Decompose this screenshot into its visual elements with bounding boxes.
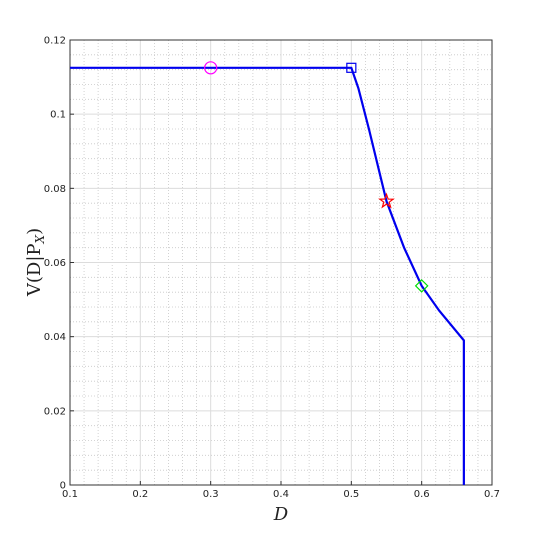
x-tick-label: 0.6 — [414, 489, 430, 500]
y-axis-label: V(D|PX) — [24, 228, 47, 297]
marker — [414, 279, 429, 293]
y-tick-label: 0.04 — [44, 332, 66, 343]
y-axis-label-main: V(D|P — [24, 243, 45, 297]
x-axis-label: D — [273, 504, 289, 525]
x-tick-label: 0.5 — [343, 489, 359, 500]
x-tick-label: 0.4 — [273, 489, 289, 500]
x-tick-label: 0.1 — [62, 489, 78, 500]
y-tick-label: 0.12 — [44, 36, 66, 47]
y-tick-label: 0.06 — [44, 258, 66, 269]
marker — [346, 62, 357, 73]
y-axis-label-sub: X — [33, 234, 47, 244]
x-tick-label: 0.7 — [484, 489, 500, 500]
y-tick-label: 0 — [60, 481, 66, 492]
x-tick-label: 0.2 — [132, 489, 148, 500]
plot-frame — [69, 39, 493, 486]
y-tick-label: 0.08 — [44, 184, 66, 195]
marker — [204, 61, 218, 75]
y-tick-label: 0.1 — [50, 110, 66, 121]
y-axis-label-end: ) — [24, 228, 45, 235]
data-line — [70, 66, 465, 485]
x-tick-label: 0.3 — [203, 489, 219, 500]
y-tick-label: 0.02 — [44, 406, 66, 417]
marker — [378, 192, 395, 209]
